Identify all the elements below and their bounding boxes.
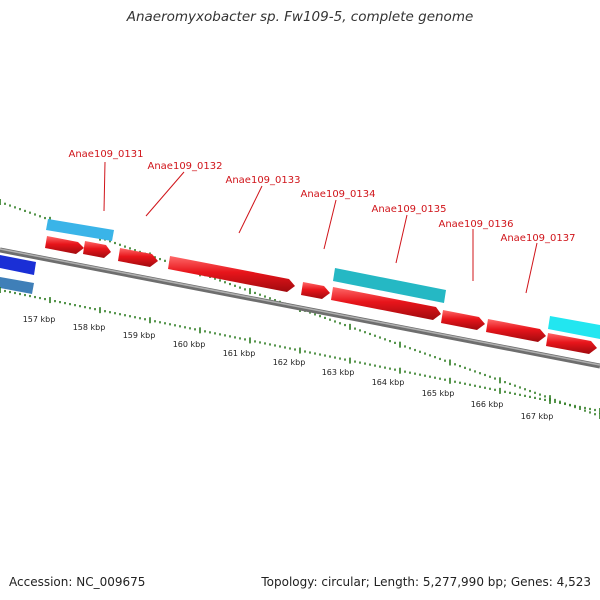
gene-leader-line	[146, 172, 184, 216]
gene-leader-line	[526, 243, 537, 293]
kbp-tick-label: 167 kbp	[521, 412, 554, 421]
kbp-tick-label: 164 kbp	[372, 378, 405, 387]
accession-text: Accession: NC_009675	[9, 575, 145, 589]
kbp-tick-label: 160 kbp	[173, 340, 206, 349]
cds-arrow[interactable]	[83, 241, 111, 258]
gene-label-anae109-0132[interactable]: Anae109_0132	[148, 161, 223, 172]
gene-leader-line	[239, 186, 262, 233]
genome-map: Anae109_0131 Anae109_0132 Anae109_0133 A…	[0, 0, 600, 600]
cds-arrow[interactable]	[486, 319, 546, 342]
kbp-tick-label: 162 kbp	[273, 358, 306, 367]
cds-arrow[interactable]	[301, 282, 330, 299]
gene-leader-line	[104, 162, 105, 211]
kbp-label-group: 157 kbp 158 kbp 159 kbp 160 kbp 161 kbp …	[23, 315, 554, 421]
cds-arrow[interactable]	[118, 248, 158, 267]
gene-label-anae109-0133[interactable]: Anae109_0133	[226, 175, 301, 186]
kbp-tick-label: 161 kbp	[223, 349, 256, 358]
genome-summary-text: Topology: circular; Length: 5,277,990 bp…	[261, 575, 591, 589]
kbp-tick-label: 157 kbp	[23, 315, 56, 324]
kbp-tick-label: 159 kbp	[123, 331, 156, 340]
kbp-tick-label: 165 kbp	[422, 389, 455, 398]
gene-label-anae109-0131[interactable]: Anae109_0131	[69, 149, 144, 160]
cds-arrow[interactable]	[45, 236, 84, 254]
gene-label-anae109-0135[interactable]: Anae109_0135	[372, 204, 447, 215]
gene-leader-line	[396, 215, 407, 263]
gene-label-anae109-0137[interactable]: Anae109_0137	[501, 233, 576, 244]
gene-label-anae109-0134[interactable]: Anae109_0134	[301, 189, 376, 200]
gene-leader-line	[324, 200, 336, 249]
feature-band[interactable]	[46, 219, 114, 241]
gene-label-anae109-0136[interactable]: Anae109_0136	[439, 219, 514, 230]
kbp-tick-label: 166 kbp	[471, 400, 504, 409]
kbp-tick-label: 163 kbp	[322, 368, 355, 377]
kbp-tick-label: 158 kbp	[73, 323, 106, 332]
gene-label-group: Anae109_0131 Anae109_0132 Anae109_0133 A…	[69, 149, 576, 293]
cds-arrow[interactable]	[441, 310, 485, 330]
